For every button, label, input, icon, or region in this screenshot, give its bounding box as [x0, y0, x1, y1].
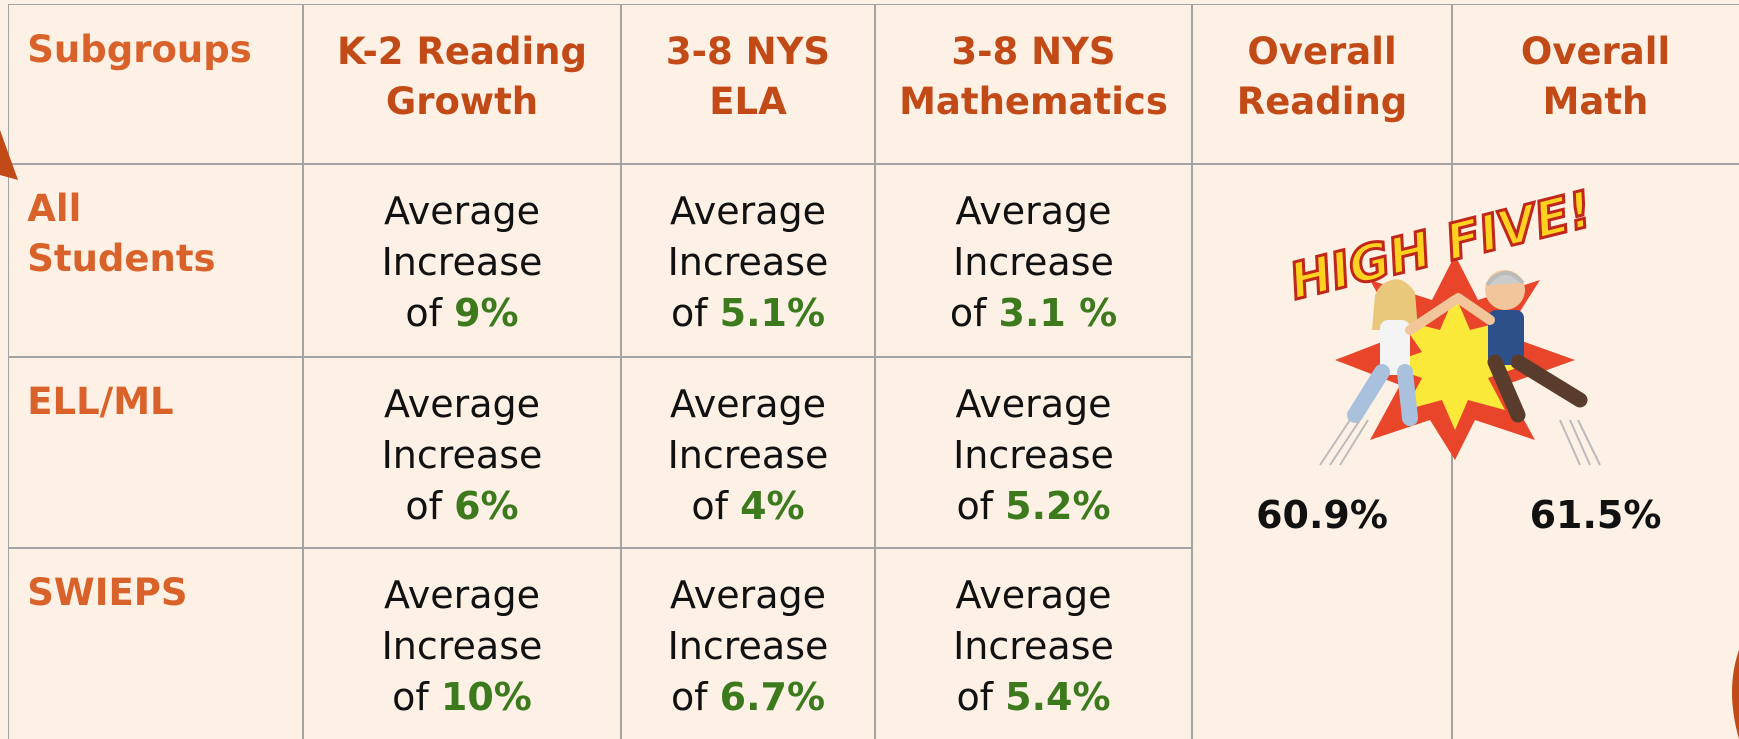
data-cell: Average Increase of 5.1% — [620, 163, 876, 358]
right-swoosh — [1732, 650, 1739, 739]
cell-text: Average — [669, 189, 827, 234]
data-cell: Average Increase of 6.7% — [620, 547, 876, 739]
header-cell: K-2 Reading Growth — [302, 4, 622, 165]
header-text: Reading — [1236, 80, 1408, 124]
cell-text: of — [691, 484, 729, 529]
subgroup-cell: All Students — [8, 163, 304, 358]
cell-text: Increase — [381, 624, 543, 669]
overall-value: 61.5% — [1529, 493, 1662, 537]
data-cell: Average Increase of 9% — [302, 163, 622, 358]
cell-text: Increase — [381, 240, 543, 285]
cell-value: 5.2% — [1005, 484, 1111, 529]
cell-value: 6% — [454, 484, 519, 529]
cell-text: Average — [955, 189, 1112, 234]
cell-text: Average — [955, 573, 1112, 618]
cell-text: Increase — [953, 624, 1114, 669]
cell-text: of — [670, 291, 708, 336]
subgroup-text: Students — [27, 237, 216, 281]
data-cell: Average Increase of 4% — [620, 356, 876, 549]
cell-text: Average — [955, 382, 1112, 427]
data-cell: Average Increase of 3.1 % — [874, 163, 1193, 358]
cell-text: Average — [383, 382, 541, 427]
subgroup-text: All — [27, 187, 82, 231]
subgroup-text: ELL/ML — [27, 380, 174, 424]
cell-last-line: of 3.1 % — [950, 288, 1117, 339]
cell-text: Average — [669, 573, 827, 618]
cell-text: Average — [383, 189, 541, 234]
cell-value: 4% — [740, 484, 805, 529]
cell-value: 5.1% — [719, 291, 826, 336]
header-text: Overall — [1247, 30, 1397, 74]
header-text: Subgroups — [27, 28, 252, 72]
cell-last-line: of 5.4% — [956, 672, 1110, 723]
high-five-image: HIGH FIVE! — [1282, 178, 1601, 466]
overall-value: 60.9% — [1256, 493, 1388, 537]
cell-text: of — [392, 675, 429, 720]
subgroup-text: SWIEPS — [27, 571, 188, 615]
cell-value: 6.7% — [719, 675, 826, 720]
cell-last-line: of 5.2% — [956, 481, 1110, 532]
cell-text: of — [405, 484, 443, 529]
header-cell: 3-8 NYS ELA — [620, 4, 876, 165]
cell-text: Average — [383, 573, 541, 618]
header-text: ELA — [709, 80, 787, 124]
cell-last-line: of 5.1% — [671, 288, 825, 339]
subgroup-cell: SWIEPS — [8, 547, 304, 739]
cell-value: 10% — [440, 675, 532, 720]
cell-value: 5.4% — [1005, 675, 1111, 720]
cell-text: of — [956, 675, 994, 720]
cell-text: of — [405, 291, 443, 336]
cell-text: Increase — [953, 240, 1114, 285]
cell-value: 3.1 % — [998, 291, 1118, 336]
cell-text: Increase — [667, 433, 829, 478]
data-cell: Average Increase of 5.4% — [874, 547, 1193, 739]
header-text: 3-8 NYS — [951, 30, 1116, 74]
cell-text: of — [949, 291, 987, 336]
header-cell: Overall Reading — [1191, 4, 1453, 165]
left-arrow — [0, 130, 18, 180]
cell-text: Increase — [667, 240, 829, 285]
header-cell: Subgroups — [8, 4, 304, 165]
cell-text: Increase — [953, 433, 1114, 478]
cell-text: of — [956, 484, 994, 529]
header-cell: 3-8 NYS Mathematics — [874, 4, 1193, 165]
data-cell: Average Increase of 10% — [302, 547, 622, 739]
header-text: 3-8 NYS — [665, 30, 831, 74]
cell-last-line: of 6% — [405, 481, 518, 532]
cell-last-line: of 9% — [405, 288, 518, 339]
cell-text: Increase — [381, 433, 543, 478]
header-cell: Overall Math — [1451, 4, 1739, 165]
header-text: Mathematics — [899, 80, 1168, 124]
cell-text: of — [670, 675, 708, 720]
data-cell: Average Increase of 6% — [302, 356, 622, 549]
header-text: Growth — [385, 80, 539, 124]
cell-last-line: of 6.7% — [671, 672, 825, 723]
cell-last-line: of 10% — [392, 672, 532, 723]
cell-value: 9% — [454, 291, 519, 336]
cell-last-line: of 4% — [691, 481, 804, 532]
subgroup-cell: ELL/ML — [8, 356, 304, 549]
cell-text: Average — [669, 382, 827, 427]
cell-text: Increase — [667, 624, 829, 669]
header-text: Overall — [1520, 30, 1671, 74]
header-text: Math — [1542, 80, 1649, 124]
header-text: K-2 Reading — [337, 30, 587, 74]
data-cell: Average Increase of 5.2% — [874, 356, 1193, 549]
